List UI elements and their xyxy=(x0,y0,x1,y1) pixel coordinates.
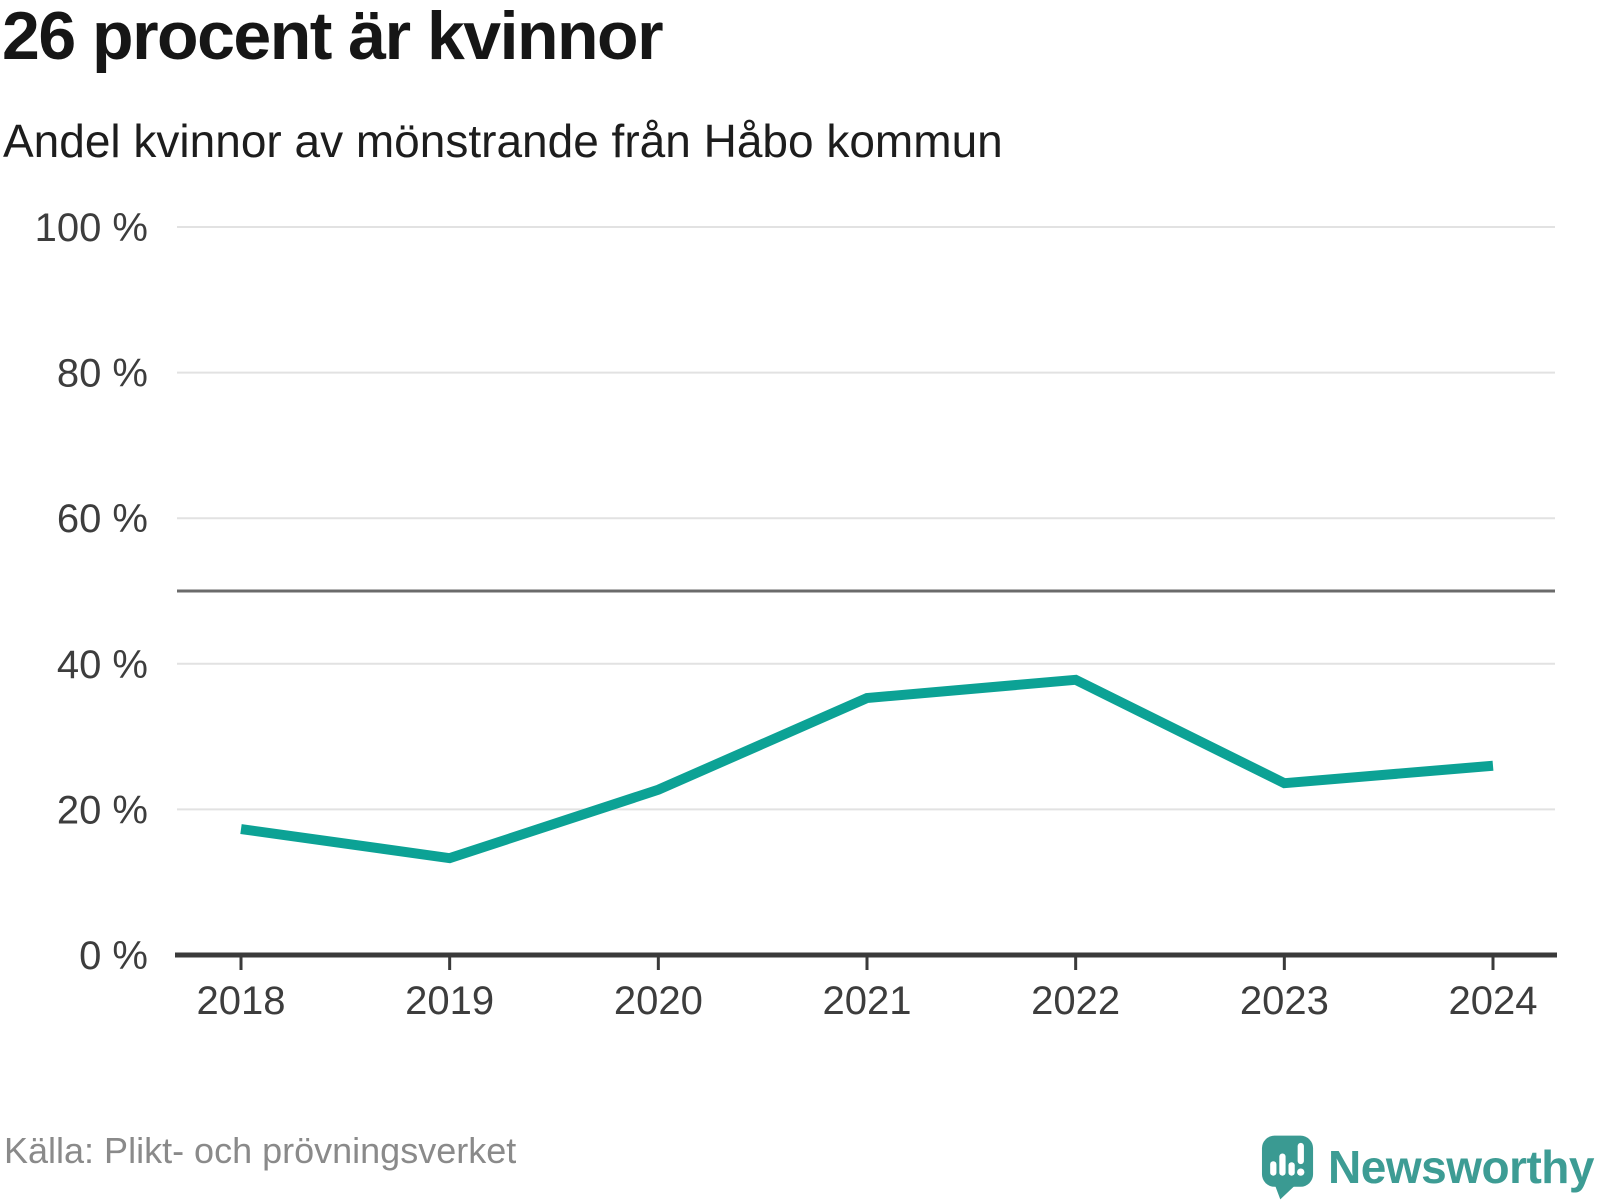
logo-bar-medium xyxy=(1288,1161,1295,1176)
newsworthy-wordmark: Newsworthy xyxy=(1328,1141,1594,1193)
chart-title: 26 procent är kvinnor xyxy=(2,0,664,74)
y-tick-label: 40 % xyxy=(57,643,148,687)
logo-exclamation-dot xyxy=(1297,1167,1305,1176)
x-tick-label: 2024 xyxy=(1449,979,1538,1023)
logo-bar-tall xyxy=(1279,1153,1286,1176)
x-tick-label: 2021 xyxy=(823,979,912,1023)
logo-bubble-tail xyxy=(1274,1183,1297,1199)
y-tick-label: 80 % xyxy=(57,352,148,396)
y-tick-label: 100 % xyxy=(35,206,148,250)
x-tick-label: 2020 xyxy=(614,979,703,1023)
source-note: Källa: Plikt- och prövningsverket xyxy=(4,1130,517,1171)
logo-bar-short xyxy=(1270,1160,1277,1176)
x-tick-label: 2019 xyxy=(405,979,494,1023)
newsworthy-logo-icon xyxy=(1262,1135,1314,1199)
chart-subtitle: Andel kvinnor av mönstrande från Håbo ko… xyxy=(3,115,1003,167)
x-tick-label: 2022 xyxy=(1031,979,1120,1023)
y-tick-label: 20 % xyxy=(57,788,148,832)
y-tick-label: 0 % xyxy=(79,934,148,978)
logo-exclamation-bar xyxy=(1297,1142,1304,1164)
x-tick-label: 2018 xyxy=(197,979,286,1023)
x-tick-label: 2023 xyxy=(1240,979,1329,1023)
newsworthy-brand: Newsworthy xyxy=(1261,1132,1594,1202)
data-line xyxy=(240,674,1494,864)
logo-bubble xyxy=(1262,1135,1314,1187)
y-tick-label: 60 % xyxy=(57,497,148,541)
